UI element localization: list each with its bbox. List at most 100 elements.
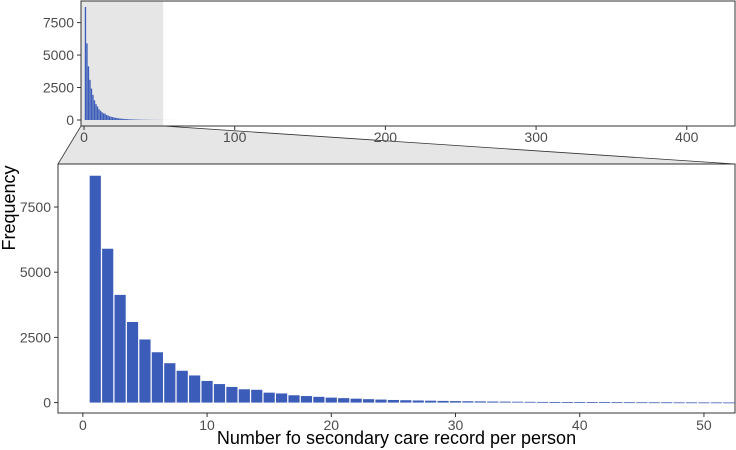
zoom-bar xyxy=(400,400,412,403)
overview-bar xyxy=(122,118,124,120)
zoom-x-tick-label: 50 xyxy=(696,417,712,433)
zoom-bar xyxy=(487,401,499,403)
zoom-bar xyxy=(623,402,636,404)
zoom-bar xyxy=(673,402,685,404)
overview-x-tick-label: 300 xyxy=(524,129,548,145)
zoom-bar xyxy=(164,363,176,403)
overview-bar xyxy=(101,112,103,120)
overview-y-tick-label: 2500 xyxy=(43,80,74,96)
overview-bar xyxy=(84,7,87,120)
zoom-bar xyxy=(263,392,275,403)
overview-bar xyxy=(111,117,114,120)
zoom-bar xyxy=(661,402,673,404)
overview-bar xyxy=(107,115,109,120)
overview-y-tick-label: 0 xyxy=(66,112,74,128)
overview-x-tick-label: 400 xyxy=(675,129,699,145)
zoom-bar xyxy=(350,398,362,403)
overview-bar xyxy=(110,116,112,120)
zoom-bar xyxy=(710,402,722,404)
zoom-x-tick-label: 40 xyxy=(572,417,588,433)
zoom-bar xyxy=(425,400,437,403)
overview-bar xyxy=(120,118,123,120)
overview-bar xyxy=(87,66,90,120)
zoom-bar xyxy=(213,384,226,403)
zoom-bar xyxy=(276,393,288,403)
zoom-bar xyxy=(685,402,698,404)
zoom-bar xyxy=(362,399,375,403)
zoom-bar xyxy=(251,389,263,403)
overview-bar xyxy=(126,119,129,120)
overview-bar xyxy=(113,117,115,120)
overview-bar xyxy=(119,118,121,120)
zoom-bar xyxy=(189,375,201,403)
zoom-bar xyxy=(512,401,524,403)
overview-bar xyxy=(117,118,120,120)
overview-bar xyxy=(96,106,99,120)
zoom-bar xyxy=(474,401,486,403)
zoom-bar xyxy=(561,402,573,403)
zoom-x-tick-label: 20 xyxy=(323,417,339,433)
zoom-y-tick-label: 7500 xyxy=(20,199,51,215)
zoom-y-tick-label: 2500 xyxy=(20,329,51,345)
overview-bar xyxy=(128,119,130,120)
overview-bar xyxy=(90,88,93,120)
overview-panel-border xyxy=(80,0,736,127)
zoom-bar xyxy=(89,175,101,403)
overview-bar xyxy=(89,79,91,120)
overview-y-tick-label: 7500 xyxy=(43,15,74,31)
overview-x-tick-label: 200 xyxy=(374,129,398,145)
zoom-bar xyxy=(126,322,139,403)
zoom-bar xyxy=(176,370,188,403)
zoom-panel-border xyxy=(57,163,736,414)
zoom-bar xyxy=(338,398,350,403)
overview-bar xyxy=(132,119,135,120)
zoom-bar xyxy=(387,399,399,403)
zoom-bar xyxy=(449,401,462,403)
zoom-x-tick-label: 0 xyxy=(79,417,87,433)
zoom-bar xyxy=(462,401,474,403)
zoom-bar xyxy=(698,402,710,404)
zoom-bar xyxy=(723,402,735,404)
zoom-bar xyxy=(114,294,126,403)
zoom-bar xyxy=(151,352,163,403)
overview-bar xyxy=(93,100,96,120)
overview-bar xyxy=(86,43,88,121)
zoom-bar xyxy=(636,402,648,404)
overview-bar xyxy=(129,119,132,120)
overview-bar xyxy=(104,113,106,120)
zoom-bar xyxy=(226,386,238,403)
overview-bar xyxy=(102,113,105,120)
overview-x-tick-label: 100 xyxy=(223,129,247,145)
zoom-bar xyxy=(288,395,300,403)
zoom-bar xyxy=(499,401,511,403)
zoom-bar xyxy=(598,402,611,404)
overview-bar xyxy=(95,104,97,120)
zoom-bar xyxy=(549,401,561,403)
zoom-bar xyxy=(238,389,250,403)
zoom-bar xyxy=(586,402,598,403)
overview-bar xyxy=(116,118,118,120)
zoom-bar xyxy=(102,248,114,403)
zoom-bar xyxy=(648,402,660,404)
zoom-bar xyxy=(524,401,536,403)
overview-x-tick-label: 0 xyxy=(80,129,88,145)
zoom-x-tick-label: 30 xyxy=(448,417,464,433)
zoom-bar xyxy=(375,399,387,403)
zoom-x-tick-label: 10 xyxy=(199,417,215,433)
zoom-bar xyxy=(201,380,213,403)
overview-bar xyxy=(125,119,127,120)
zoom-y-tick-label: 5000 xyxy=(20,264,51,280)
zoom-bar xyxy=(437,400,449,403)
overview-bar xyxy=(114,117,117,120)
zoom-bar xyxy=(139,339,151,403)
overview-y-tick-label: 5000 xyxy=(43,47,74,63)
overview-bar xyxy=(131,119,133,120)
zoom-bar xyxy=(536,401,549,403)
overview-bar xyxy=(99,110,102,120)
overview-bar xyxy=(105,115,108,120)
zoom-bar xyxy=(325,397,337,403)
overview-bar xyxy=(108,116,111,120)
zoom-bar xyxy=(313,396,325,403)
overview-bar xyxy=(92,94,94,120)
